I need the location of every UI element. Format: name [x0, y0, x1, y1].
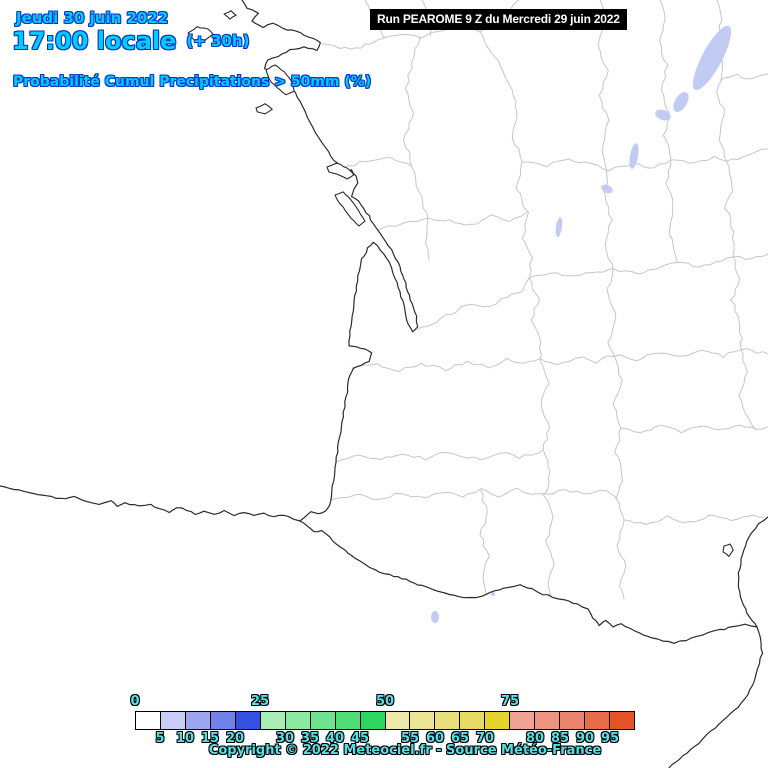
legend-cell: [560, 712, 586, 729]
model-run-banner: Run PEAROME 9 Z du Mercredi 29 juin 2022: [370, 9, 627, 30]
legend-tick-label: 25: [250, 694, 270, 709]
legend-cell: [160, 712, 186, 729]
legend-tick-label: 55: [400, 731, 420, 746]
probability-patch: [692, 25, 732, 91]
legend-cell: [410, 712, 436, 729]
legend-tick-label: 70: [475, 731, 495, 746]
copyright-notice: Copyright © 2022 Meteociel.fr - Source M…: [208, 743, 602, 758]
probability-patch: [555, 217, 563, 237]
legend-cell: [535, 712, 561, 729]
product-title: Probabilité Cumul Precipitations > 50mm …: [13, 74, 372, 90]
legend-tick-label: 95: [600, 731, 620, 746]
legend-cell: [360, 712, 386, 729]
legend-cell: [610, 712, 635, 729]
legend-cell: [335, 712, 361, 729]
forecast-hour-offset: (+ 30h): [186, 32, 250, 50]
legend-tick-label: 80: [525, 731, 545, 746]
precip-probability-patches: [431, 25, 732, 623]
probability-patch: [673, 92, 689, 112]
legend-tick-label: 60: [425, 731, 445, 746]
legend-cell: [460, 712, 486, 729]
legend-cell: [210, 712, 236, 729]
legend-cell: [136, 712, 161, 729]
legend-cell: [260, 712, 286, 729]
probability-patch: [491, 592, 495, 596]
legend-tick-label: 20: [225, 731, 245, 746]
legend-cell: [310, 712, 336, 729]
legend-cell: [385, 712, 411, 729]
legend-tick-label: 65: [450, 731, 470, 746]
legend-color-bar: [135, 711, 635, 730]
forecast-date: Jeudi 30 juin 2022: [16, 9, 169, 27]
legend-tick-label: 35: [300, 731, 320, 746]
probability-patch: [601, 184, 613, 194]
probability-patch: [629, 143, 639, 169]
legend-tick-label: 45: [350, 731, 370, 746]
legend-tick-label: 75: [500, 694, 520, 709]
islands: [187, 10, 734, 557]
legend-cell: [185, 712, 211, 729]
legend-tick-label: 15: [200, 731, 220, 746]
legend-tick-label: 0: [130, 694, 140, 709]
legend-tick-label: 40: [325, 731, 345, 746]
legend-cell: [485, 712, 511, 729]
probability-patch: [655, 109, 671, 121]
legend-tick-label: 5: [155, 731, 165, 746]
legend-tick-label: 50: [375, 694, 395, 709]
legend-cell: [435, 712, 461, 729]
legend-tick-label: 10: [175, 731, 195, 746]
legend-tick-label: 30: [275, 731, 295, 746]
forecast-local-time: 17:00 locale: [12, 27, 177, 55]
forecast-time: 17:00 locale (+ 30h): [12, 27, 249, 55]
legend-cell: [510, 712, 536, 729]
probability-patch: [431, 611, 439, 623]
legend-tick-label: 90: [575, 731, 595, 746]
legend-cell: [285, 712, 311, 729]
legend-cell: [585, 712, 611, 729]
legend-tick-label: 85: [550, 731, 570, 746]
department-boundaries: [321, 0, 768, 600]
legend-cell: [235, 712, 261, 729]
